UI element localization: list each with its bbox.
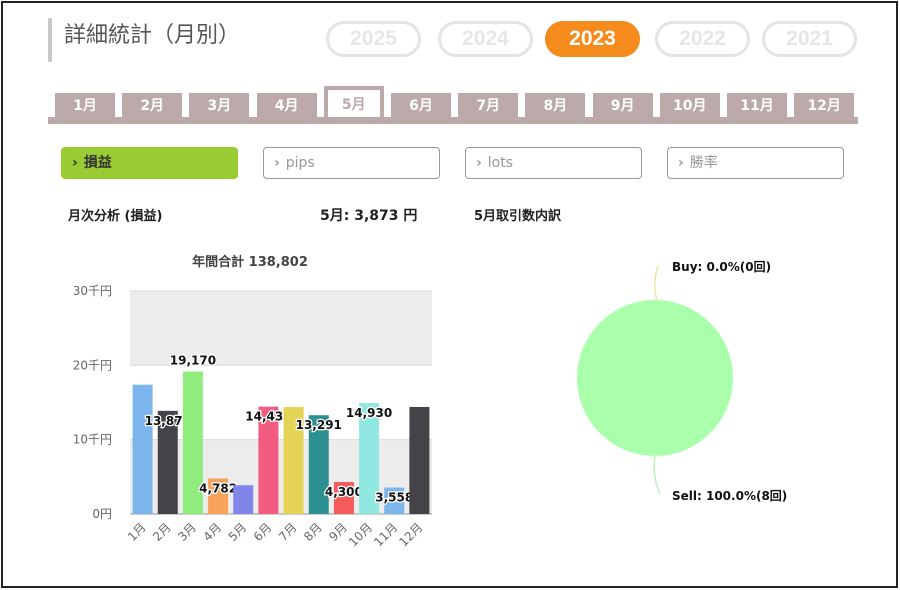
year-2023-button[interactable]: 2023 (545, 21, 640, 57)
tab-month-7[interactable]: 7月 (458, 93, 519, 119)
bar-data-label: 19,170 (170, 354, 216, 368)
chart-title: 年間合計 138,802 (192, 254, 308, 270)
tab-month-9[interactable]: 9月 (592, 93, 653, 119)
filter-label: 勝率 (689, 155, 718, 171)
y-tick-label: 10千円 (73, 433, 112, 447)
chevron-right-icon: › (274, 155, 280, 171)
y-tick-label: 0円 (92, 507, 112, 521)
y-tick-label: 30千円 (73, 284, 112, 298)
buy-label-connector (654, 265, 659, 301)
chevron-right-icon: › (678, 155, 684, 171)
tab-month-4[interactable]: 4月 (256, 93, 317, 119)
tab-month-2[interactable]: 2月 (122, 93, 183, 119)
plot-band (130, 439, 432, 514)
bar-data-label: 3,558 (375, 491, 413, 505)
tab-month-6[interactable]: 6月 (391, 93, 451, 119)
pie-label-sell: Sell: 100.0%(8回) (672, 489, 787, 503)
bar-data-label: 13,291 (296, 418, 342, 432)
filter-1-button[interactable]: › pips (263, 147, 440, 179)
trade-breakdown-label: 5月取引数内訳 (474, 209, 562, 224)
chevron-right-icon: › (72, 155, 78, 171)
plot-band (130, 291, 432, 366)
chevron-right-icon: › (476, 155, 482, 171)
tab-month-3[interactable]: 3月 (189, 93, 250, 119)
filter-label: 損益 (83, 155, 112, 171)
bar-4月[interactable] (208, 478, 229, 514)
page-title: 詳細統計（月別） (48, 18, 240, 62)
monthly-analysis-label: 月次分析 (損益) (68, 209, 163, 224)
pie-label-buy: Buy: 0.0%(0回) (672, 260, 771, 274)
bar-1月[interactable] (132, 384, 153, 514)
tab-month-10[interactable]: 10月 (659, 93, 720, 119)
filter-0-button[interactable]: › 損益 (61, 147, 238, 179)
bar-12月[interactable] (409, 406, 430, 514)
bar-10月[interactable] (359, 403, 380, 514)
tab-month-1[interactable]: 1月 (55, 93, 115, 119)
year-2022-button[interactable]: 2022 (655, 21, 750, 57)
year-2025-button[interactable]: 2025 (326, 21, 421, 57)
month-profit-value: 5月: 3,873 円 (320, 208, 418, 224)
tab-month-11[interactable]: 11月 (727, 93, 787, 119)
month-tab-bar (48, 117, 858, 124)
bar-data-label: 4,300 (325, 485, 363, 499)
bar-8月[interactable] (308, 415, 329, 514)
year-2024-button[interactable]: 2024 (438, 21, 533, 57)
tab-month-8[interactable]: 8月 (525, 93, 586, 119)
filter-label: pips (285, 155, 315, 171)
bar-6月[interactable] (258, 406, 279, 514)
bar-5月[interactable] (233, 485, 254, 514)
bar-2月[interactable] (157, 410, 178, 514)
filter-3-button[interactable]: › 勝率 (667, 147, 844, 179)
bar-data-label: 4,782 (199, 481, 237, 495)
bar-data-label: 13,876 (145, 414, 191, 428)
bar-7月[interactable] (283, 406, 304, 514)
bar-9月[interactable] (333, 482, 354, 514)
sell-label-connector (653, 455, 661, 495)
filter-label: lots (487, 155, 514, 171)
y-tick-label: 20千円 (73, 358, 112, 372)
bar-11月[interactable] (384, 487, 405, 514)
bar-data-label: 14,930 (346, 406, 392, 420)
filter-2-button[interactable]: › lots (465, 147, 642, 179)
bar-3月[interactable] (182, 371, 203, 514)
tab-month-12[interactable]: 12月 (794, 93, 855, 119)
year-2021-button[interactable]: 2021 (762, 21, 857, 57)
bar-data-label: 14,437 (245, 410, 291, 424)
pie-slice-sell[interactable] (577, 300, 733, 456)
